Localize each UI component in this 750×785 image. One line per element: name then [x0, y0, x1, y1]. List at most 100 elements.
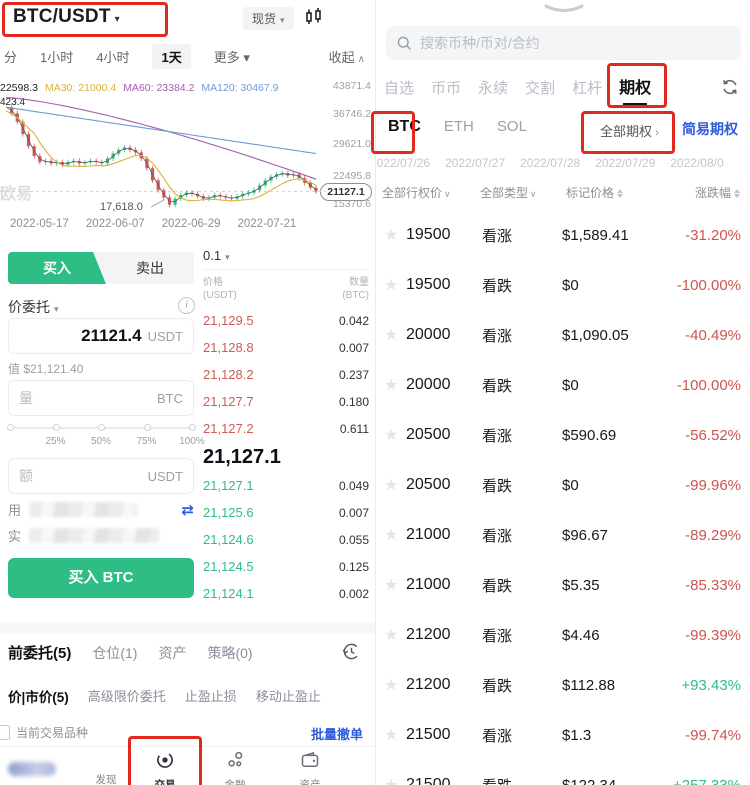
option-row[interactable]: ★ 19500 看跌 $0 -100.00%: [376, 260, 750, 310]
favorite-star-icon[interactable]: ★: [384, 577, 399, 594]
market-type-dropdown[interactable]: 现货 ▾: [243, 7, 294, 30]
orders-subtab[interactable]: 价|市价(5): [8, 690, 69, 705]
collapse-toggle[interactable]: 收起 ∧: [328, 50, 365, 65]
favorite-star-icon[interactable]: ★: [384, 327, 399, 344]
orders-subtab[interactable]: 止盈止损: [184, 689, 237, 704]
order-book-bid-row[interactable]: 21,124.1 0.002: [203, 586, 369, 601]
order-book-bid-row[interactable]: 21,124.6 0.055: [203, 532, 369, 547]
order-book-bid-row[interactable]: 21,127.1 0.049: [203, 478, 369, 493]
coin-tab[interactable]: ETH: [443, 118, 474, 135]
search-input[interactable]: 搜索币种/币对/合约: [386, 26, 741, 60]
candlestick-chart[interactable]: [0, 95, 326, 217]
amount-input[interactable]: 额 USDT: [8, 458, 194, 494]
timeframe-tab[interactable]: 分: [4, 50, 18, 65]
expiry-date-tab[interactable]: 2022/08/0: [670, 156, 724, 170]
order-book-bid-row[interactable]: 21,124.5 0.125: [203, 559, 369, 574]
sell-tab[interactable]: 卖出: [136, 260, 164, 276]
timeframe-tab[interactable]: 1小时: [40, 50, 74, 65]
option-row[interactable]: ★ 21200 看跌 $112.88 +93.43%: [376, 660, 750, 710]
market-tab[interactable]: 永续: [478, 80, 509, 97]
expiry-date-tab[interactable]: 2022/07/28: [520, 156, 581, 170]
favorite-star-icon[interactable]: ★: [384, 427, 399, 444]
expiry-date-tab[interactable]: 2022/07/29: [595, 156, 656, 170]
order-book-ask-row[interactable]: 21,127.2 0.611: [203, 421, 369, 436]
all-options-link[interactable]: 全部期权 ›: [600, 124, 660, 139]
option-row[interactable]: ★ 20500 看涨 $590.69 -56.52%: [376, 410, 750, 460]
favorite-star-icon[interactable]: ★: [384, 627, 399, 644]
order-book-ask-row[interactable]: 21,129.5 0.042: [203, 313, 369, 328]
option-row[interactable]: ★ 20500 看跌 $0 -99.96%: [376, 460, 750, 510]
favorite-star-icon[interactable]: ★: [384, 377, 399, 394]
batch-cancel-link[interactable]: 批量撤单: [310, 727, 363, 742]
buy-sell-tabs: 买入 卖出: [8, 252, 194, 284]
nav-item-assets[interactable]: 资产: [278, 750, 342, 785]
order-book-bid-row[interactable]: 21,125.6 0.007: [203, 505, 369, 520]
orders-tab[interactable]: 仓位(1): [92, 645, 138, 661]
orders-subtab[interactable]: 移动止盈止: [255, 689, 321, 704]
option-row[interactable]: ★ 21500 看跌 $122.34 +257.33%: [376, 760, 750, 785]
buy-btc-button[interactable]: 买入 BTC: [8, 558, 194, 598]
quantity-input[interactable]: 量 BTC: [8, 380, 194, 416]
nav-item-trade[interactable]: 交易: [133, 750, 197, 785]
timeframe-tab[interactable]: 更多 ▾: [213, 50, 250, 65]
option-row[interactable]: ★ 19500 看涨 $1,589.41 -31.20%: [376, 210, 750, 260]
favorite-star-icon[interactable]: ★: [384, 227, 399, 244]
market-tab[interactable]: 杠杆: [572, 80, 603, 97]
orders-subtab[interactable]: 高级限价委托: [87, 689, 166, 704]
buy-tab[interactable]: 买入: [8, 252, 106, 284]
change-sort[interactable]: 涨跌幅: [695, 184, 741, 201]
orders-tab[interactable]: 前委托(5): [8, 645, 72, 662]
type-filter-dropdown[interactable]: 全部类型 ∨: [480, 186, 537, 200]
favorite-star-icon[interactable]: ★: [384, 775, 398, 785]
simple-options-link[interactable]: 简易期权: [682, 121, 738, 137]
favorite-star-icon[interactable]: ★: [384, 477, 399, 494]
coin-tab[interactable]: SOL: [496, 118, 527, 135]
order-book-ask-row[interactable]: 21,127.7 0.180: [203, 394, 369, 409]
option-row[interactable]: ★ 21500 看涨 $1.3 -99.74%: [376, 710, 750, 760]
favorite-star-icon[interactable]: ★: [384, 677, 399, 694]
option-row[interactable]: ★ 21000 看涨 $96.67 -89.29%: [376, 510, 750, 560]
order-book-ask-row[interactable]: 21,128.8 0.007: [203, 340, 369, 355]
favorite-star-icon[interactable]: ★: [384, 277, 399, 294]
mark-price-sort[interactable]: 标记价格: [566, 184, 624, 201]
market-tab[interactable]: 自选: [384, 80, 415, 97]
expiry-date-tab[interactable]: 2022/07/27: [445, 156, 506, 170]
order-history-icon[interactable]: [342, 642, 361, 661]
order-book-ask-row[interactable]: 21,128.2 0.237: [203, 367, 369, 382]
expiry-date-tab[interactable]: 2022/07/26: [375, 156, 431, 170]
last-traded-price[interactable]: 21,127.1: [203, 446, 281, 468]
timeframe-tab[interactable]: 1天: [152, 44, 191, 69]
pair-selector[interactable]: BTC/USDT ▾: [13, 6, 120, 28]
price-input[interactable]: 21121.4 USDT: [8, 318, 194, 354]
refresh-icon[interactable]: [721, 78, 739, 96]
amount-slider[interactable]: [7, 424, 196, 431]
order-type-dropdown[interactable]: 价委托 ▾: [8, 299, 59, 315]
coin-tab[interactable]: BTC: [388, 118, 421, 135]
last-price-pill: 21127.1: [320, 183, 372, 201]
orders-tabs: 前委托(5) 仓位(1) 资产 策略(0): [8, 642, 253, 663]
favorite-star-icon[interactable]: ★: [384, 527, 399, 544]
pull-handle-icon[interactable]: [542, 3, 586, 15]
checkbox-icon[interactable]: [0, 725, 10, 740]
market-tab[interactable]: 交割: [525, 80, 556, 97]
kline-chart-icon[interactable]: [304, 7, 324, 27]
option-row[interactable]: ★ 21000 看跌 $5.35 -85.33%: [376, 560, 750, 610]
option-row[interactable]: ★ 20000 看涨 $1,090.05 -40.49%: [376, 310, 750, 360]
favorite-star-icon[interactable]: ★: [384, 727, 399, 744]
option-row[interactable]: ★ 20000 看跌 $0 -100.00%: [376, 360, 750, 410]
swap-icon[interactable]: ⇄: [181, 501, 194, 519]
nav-item-finance[interactable]: 金融: [203, 750, 267, 785]
change-percent: -56.52%: [685, 426, 741, 444]
info-icon[interactable]: i: [178, 297, 195, 314]
x-axis-label: 2022-05-17: [10, 218, 69, 230]
scope-filter[interactable]: 当前交易品种: [0, 724, 88, 741]
market-tab[interactable]: 期权: [619, 74, 651, 106]
precision-dropdown[interactable]: 0.1 ▾: [203, 248, 369, 270]
timeframe-tab[interactable]: 4小时: [96, 50, 130, 65]
orders-tab[interactable]: 资产: [158, 645, 187, 661]
orders-tab[interactable]: 策略(0): [207, 645, 253, 661]
nav-item-discover[interactable]: 发现: [95, 774, 117, 785]
strike-filter-dropdown[interactable]: 全部行权价 ∨: [382, 186, 451, 200]
market-tab[interactable]: 币币: [431, 80, 462, 97]
option-row[interactable]: ★ 21200 看涨 $4.46 -99.39%: [376, 610, 750, 660]
